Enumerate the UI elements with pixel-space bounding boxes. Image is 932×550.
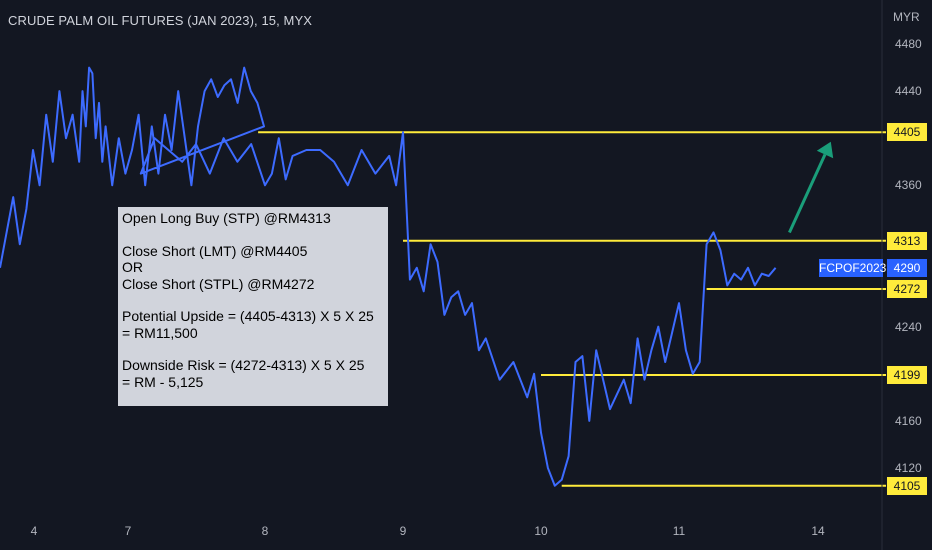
trade-plan-note[interactable]: Open Long Buy (STP) @RM4313 Close Short (… (118, 207, 388, 406)
price-tick-label: 4440 (895, 84, 922, 99)
note-line: Downside Risk = (4272-4313) X 5 X 25 (122, 357, 365, 373)
arrow-layer (788, 141, 834, 234)
chart-title: CRUDE PALM OIL FUTURES (JAN 2023), 15, M… (8, 13, 312, 28)
level-price-label: 4313 (887, 231, 927, 250)
note-line: Close Short (LMT) @RM4405 (122, 242, 308, 259)
note-line: OR (122, 259, 143, 275)
time-tick-label: 14 (811, 524, 825, 538)
price-tick-label: 4480 (895, 37, 922, 51)
price-tick-label: 4120 (895, 461, 922, 475)
level-price-label: 4405 (887, 123, 927, 142)
up-arrow-shaft[interactable] (788, 153, 827, 234)
symbol-tag: FCPOF2023 (819, 259, 887, 277)
note-line: Open Long Buy (STP) @RM4313 (122, 210, 331, 226)
note-line (122, 292, 384, 308)
currency-label: MYR (893, 10, 920, 24)
levels-layer (258, 131, 886, 487)
level-price-label: 4199 (887, 366, 927, 384)
price-tick-label: 4240 (895, 319, 922, 334)
time-tick-label: 9 (399, 524, 407, 538)
price-tick-label: 4360 (895, 178, 922, 193)
time-tick-label: 4 (30, 524, 38, 538)
price-line (0, 66, 777, 487)
last-price-tag: 4290 (887, 259, 927, 277)
note-line: Close Short (STPL) @RM4272 (122, 275, 315, 292)
time-tick-label: 11 (672, 524, 686, 538)
note-line: = RM - 5,125 (122, 373, 204, 390)
level-price-label: 4272 (887, 280, 927, 298)
note-line: Potential Upside = (4405-4313) X 5 X 25 (122, 308, 374, 324)
time-tick-label: 7 (124, 524, 132, 538)
note-line (122, 341, 384, 357)
time-tick-label: 10 (534, 524, 548, 538)
time-tick-label: 8 (261, 524, 269, 538)
up-arrow-icon[interactable] (816, 141, 834, 159)
note-line: = RM11,500 (122, 324, 198, 341)
price-tick-label: 4160 (895, 413, 922, 428)
note-line (122, 227, 384, 243)
level-price-label: 4105 (887, 476, 927, 495)
